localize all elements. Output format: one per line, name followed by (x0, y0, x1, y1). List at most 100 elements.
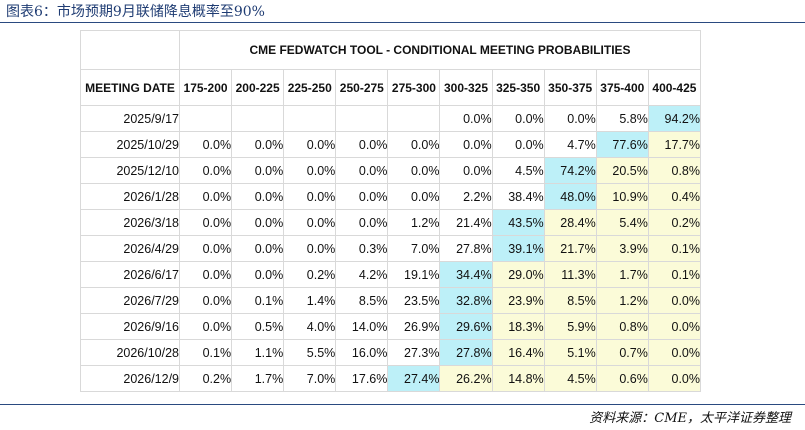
probability-cell: 0.0% (335, 157, 389, 184)
probability-cell: 29.0% (491, 261, 545, 288)
probability-cell: 26.9% (387, 313, 441, 340)
probability-cell: 27.8% (439, 339, 493, 366)
table-row: 2026/1/28 0.0% 0.0% 0.0% 0.0% 0.0% 2.2% 38.4% 48… (80, 183, 702, 210)
probability-cell: 18.3% (491, 313, 545, 340)
table-row: 2026/3/18 0.0% 0.0% 0.0% 0.0% 1.2% 21.4% 43.5% 2… (80, 209, 702, 236)
figure-title: 图表6：市场预期9月联储降息概率至90% (6, 4, 265, 20)
probability-cell: 0.0% (439, 105, 493, 132)
table-row: 2025/12/10 0.0% 0.0% 0.0% 0.0% 0.0% 0.0% 4.5% 74… (80, 157, 702, 184)
probability-cell (283, 105, 337, 132)
probability-cell: 0.0% (543, 105, 597, 132)
table-title: CME FEDWATCH TOOL - CONDITIONAL MEETING … (179, 30, 701, 70)
column-header: 375-400 (595, 69, 649, 106)
probability-cell: 1.2% (387, 209, 441, 236)
column-header: 400-425 (647, 69, 702, 106)
probability-cell: 17.7% (647, 131, 702, 158)
probability-cell: 2.2% (439, 183, 493, 210)
row-header-label: MEETING DATE (80, 69, 180, 106)
table-row: 2025/9/17 0.0% 0.0% 0.0% 5.8% 94.2% (80, 105, 702, 132)
probability-cell: 27.4% (387, 365, 441, 392)
probability-cell: 0.0% (335, 183, 389, 210)
column-header: 275-300 (387, 69, 441, 106)
probability-cell: 5.1% (543, 339, 597, 366)
probability-cell (335, 105, 389, 132)
meeting-date: 2025/9/17 (80, 105, 180, 132)
probability-cell: 0.0% (647, 339, 702, 366)
meeting-date: 2026/10/28 (80, 339, 180, 366)
table-row: 2026/6/17 0.0% 0.0% 0.2% 4.2% 19.1% 34.4% 29.0%… (80, 261, 702, 288)
probability-cell: 23.5% (387, 287, 441, 314)
probability-cell: 0.0% (283, 183, 337, 210)
probability-cell: 5.9% (543, 313, 597, 340)
probability-cell (178, 105, 233, 132)
meeting-date: 2026/1/28 (80, 183, 180, 210)
column-header: 225-250 (283, 69, 337, 106)
column-header: 175-200 (178, 69, 233, 106)
probability-cell: 0.0% (283, 157, 337, 184)
probability-cell: 0.0% (647, 365, 702, 392)
probability-cell: 0.0% (178, 287, 233, 314)
probability-cell: 0.0% (491, 105, 545, 132)
top-rule (0, 22, 805, 23)
probability-cell: 7.0% (387, 235, 441, 262)
probability-cell: 0.4% (647, 183, 702, 210)
probability-cell: 10.9% (595, 183, 649, 210)
probability-cell: 0.0% (178, 183, 233, 210)
probability-cell: 0.0% (335, 131, 389, 158)
probability-cell: 0.0% (178, 313, 233, 340)
probability-cell: 0.0% (335, 209, 389, 236)
probability-cell: 0.0% (387, 183, 441, 210)
probability-cell: 39.1% (491, 235, 545, 262)
probability-cell: 0.0% (178, 235, 233, 262)
probability-cell: 20.5% (595, 157, 649, 184)
probability-cell: 0.0% (178, 131, 233, 158)
probability-cell: 0.0% (283, 209, 337, 236)
probability-cell: 4.0% (283, 313, 337, 340)
fedwatch-table: CME FEDWATCH TOOL - CONDITIONAL MEETING … (80, 30, 702, 392)
probability-cell: 1.7% (231, 365, 285, 392)
probability-cell: 0.0% (178, 157, 233, 184)
probability-cell: 0.0% (491, 131, 545, 158)
probability-cell: 0.0% (283, 235, 337, 262)
probability-cell: 0.0% (283, 131, 337, 158)
probability-cell: 27.8% (439, 235, 493, 262)
probability-cell: 0.7% (595, 339, 649, 366)
probability-cell: 0.0% (387, 131, 441, 158)
column-header: 325-350 (491, 69, 545, 106)
probability-cell: 5.8% (595, 105, 649, 132)
meeting-date: 2026/3/18 (80, 209, 180, 236)
probability-cell: 0.0% (231, 209, 285, 236)
probability-cell: 5.5% (283, 339, 337, 366)
probability-cell: 1.1% (231, 339, 285, 366)
probability-cell: 34.4% (439, 261, 493, 288)
probability-cell (231, 105, 285, 132)
probability-cell: 11.3% (543, 261, 597, 288)
probability-cell: 43.5% (491, 209, 545, 236)
probability-cell: 94.2% (647, 105, 702, 132)
probability-cell: 0.1% (647, 261, 702, 288)
probability-cell: 4.5% (491, 157, 545, 184)
probability-cell: 0.5% (231, 313, 285, 340)
probability-cell: 0.0% (178, 261, 233, 288)
probability-cell: 14.0% (335, 313, 389, 340)
probability-cell: 21.4% (439, 209, 493, 236)
probability-cell: 21.7% (543, 235, 597, 262)
probability-cell: 0.8% (647, 157, 702, 184)
probability-cell: 19.1% (387, 261, 441, 288)
probability-cell: 32.8% (439, 287, 493, 314)
table-row: 2026/12/9 0.2% 1.7% 7.0% 17.6% 27.4% 26.2% 14.8… (80, 365, 702, 392)
probability-cell: 1.7% (595, 261, 649, 288)
probability-cell: 8.5% (543, 287, 597, 314)
probability-cell: 0.0% (439, 131, 493, 158)
probability-cell: 4.7% (543, 131, 597, 158)
probability-cell: 74.2% (543, 157, 597, 184)
probability-cell: 0.0% (231, 157, 285, 184)
probability-cell: 8.5% (335, 287, 389, 314)
table-row: 2026/7/29 0.0% 0.1% 1.4% 8.5% 23.5% 32.8% 23.9%… (80, 287, 702, 314)
column-header: 350-375 (543, 69, 597, 106)
probability-cell: 14.8% (491, 365, 545, 392)
meeting-date: 2026/6/17 (80, 261, 180, 288)
probability-cell: 17.6% (335, 365, 389, 392)
probability-cell: 0.0% (647, 313, 702, 340)
probability-cell: 7.0% (283, 365, 337, 392)
